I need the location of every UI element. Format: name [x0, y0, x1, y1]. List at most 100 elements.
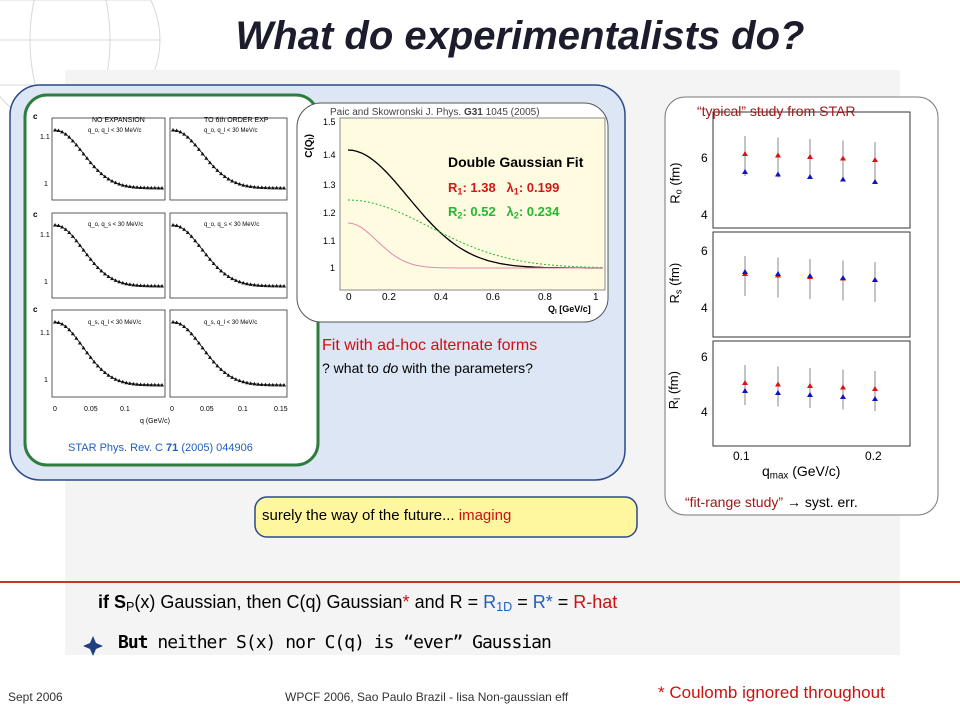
radius-panel [712, 231, 911, 338]
imaging-button[interactable] [254, 496, 638, 538]
subplot-frame [169, 117, 288, 201]
subplot-frame [169, 309, 288, 398]
subplot-curve [172, 224, 285, 287]
blue-marker [775, 390, 781, 395]
blue-marker [807, 273, 813, 278]
subplot-marker [53, 223, 57, 227]
footer-date: Sept 2006 [8, 690, 63, 704]
blue-marker [872, 277, 878, 282]
fit-x-tick: 0 [346, 292, 352, 303]
y-tick: 6 [701, 350, 708, 364]
y-tick: 1.1 [40, 134, 50, 141]
blue-marker [872, 396, 878, 401]
rs-label: Rs (fm) [667, 262, 684, 304]
slide-title: What do experimentalists do? [235, 14, 805, 58]
y-tick: 1 [44, 377, 48, 384]
fit-title: Double Gaussian Fit [448, 154, 584, 170]
star-citation: STAR Phys. Rev. C 71 (2005) 044906 [68, 442, 253, 454]
blue-marker [775, 171, 781, 177]
x-tick: 0.05 [200, 406, 214, 413]
red-marker [840, 155, 846, 161]
y-axis-label: c [33, 112, 38, 121]
fit-y-label: C(QI) [303, 134, 316, 158]
red-marker [872, 157, 878, 162]
x-tick: 0 [170, 406, 174, 413]
x-tick: 0.05 [84, 406, 98, 413]
subplot-curve [54, 224, 163, 287]
imaging-button-text[interactable]: surely the way of the future... imaging [262, 507, 512, 524]
cut-label: q_o, q_l < 30 MeV/c [204, 128, 258, 134]
fit-y-tick: 1.5 [323, 117, 336, 127]
x-tick: 0.1 [238, 406, 248, 413]
blue-marker [742, 169, 748, 174]
fit-x-tick: 1 [593, 292, 599, 303]
bullet-non-gaussian: But neither S(x) nor C(q) is “ever” Gaus… [118, 632, 552, 653]
x-tick: 0 [53, 406, 57, 413]
fit-y-tick: 1.2 [323, 208, 336, 218]
blue-marker [742, 388, 748, 393]
fit-y-tick: 1.1 [323, 236, 336, 246]
cut-label: q_s, q_l < 30 MeV/c [88, 320, 142, 326]
bullet-gaussian: if SP(x) Gaussian, then C(q) Gaussian* a… [98, 592, 618, 615]
fit-x-tick: 0.2 [382, 292, 396, 303]
subplot-marker [171, 223, 175, 227]
y-tick: 1 [44, 279, 48, 286]
panel-title: TO 6th ORDER EXP [204, 117, 269, 124]
blue-marker [775, 271, 781, 276]
subplot-marker [171, 320, 175, 324]
x-tick: 0.1 [120, 406, 130, 413]
subplot-marker [53, 128, 57, 132]
star-study-title: “typical” study from STAR [697, 103, 856, 119]
radius-panel [712, 111, 911, 229]
red-marker [872, 386, 878, 391]
y-tick: 4 [701, 208, 708, 222]
radius-panel [712, 340, 911, 447]
fit-x-tick: 0.4 [434, 292, 448, 303]
fit-parameters-1: R1: 1.38 λ1: 0.199 [448, 180, 560, 197]
subplot-marker [53, 320, 57, 324]
blue-marker [807, 174, 813, 179]
blue-marker [742, 269, 748, 274]
subplot-frame [51, 117, 166, 201]
red-marker [742, 151, 748, 156]
subplot-marker [171, 128, 175, 132]
red-marker [775, 381, 781, 387]
y-tick: 4 [701, 405, 708, 419]
blue-marker [840, 394, 846, 399]
cut-label: q_o, q_s < 30 MeV/c [204, 222, 260, 228]
ro-label: Ro (fm) [667, 162, 684, 204]
subplot-curve [172, 129, 285, 189]
red-marker [840, 384, 846, 390]
fit-citation: Paic and Skowronski J. Phys. G31 1045 (2… [330, 107, 540, 118]
x-tick: 0.2 [865, 449, 882, 463]
blue-marker [840, 275, 846, 280]
red-marker [742, 380, 748, 385]
cut-label: q_s, q_l < 30 MeV/c [204, 320, 258, 326]
cut-label: q_o, q_l < 30 MeV/c [88, 128, 142, 134]
subplot-curve [172, 321, 285, 386]
subplot-frame [169, 212, 288, 299]
blue-marker [872, 179, 878, 184]
y-axis-label: c [33, 305, 38, 314]
subplot-curve [54, 321, 163, 386]
fit-plot-area [339, 117, 606, 291]
blue-marker [840, 176, 846, 182]
x-tick: 0.15 [274, 406, 288, 413]
fit-question: ? what to do with the parameters? [322, 360, 533, 376]
footer-note: * Coulomb ignored throughout [658, 683, 885, 702]
fit-x-tick: 0.6 [486, 292, 500, 303]
fit-component-pink [347, 222, 603, 269]
y-tick: 4 [701, 301, 708, 315]
fit-y-tick: 1.3 [323, 180, 336, 190]
fit-y-tick: 1 [330, 263, 336, 273]
y-tick: 1.1 [40, 232, 50, 239]
y-tick: 6 [701, 151, 708, 165]
y-tick: 6 [701, 244, 708, 258]
fit-parameters-2: R2: 0.52 λ2: 0.234 [448, 204, 560, 221]
rl-label: Rl (fm) [665, 371, 683, 410]
y-tick: 1 [44, 181, 48, 188]
red-marker [807, 383, 813, 388]
right-panel [664, 96, 939, 516]
panel-title: NO EXPANSION [92, 117, 145, 124]
